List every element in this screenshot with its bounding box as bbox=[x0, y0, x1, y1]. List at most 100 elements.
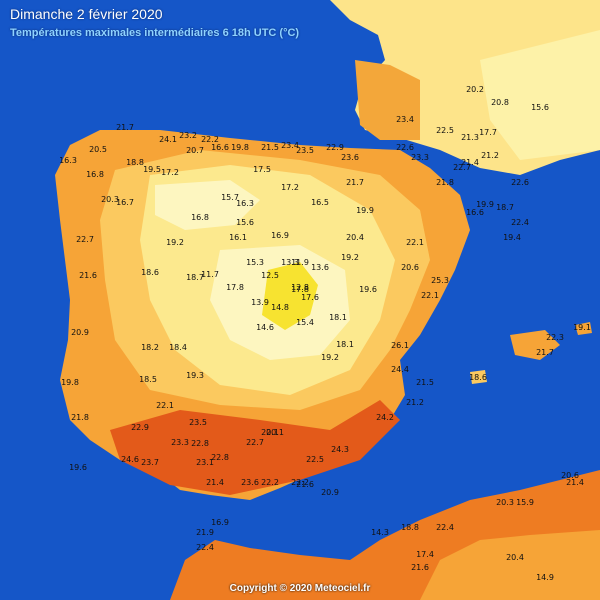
temperature-label: 16.3 bbox=[59, 156, 77, 165]
temperature-label: 24.3 bbox=[331, 445, 349, 454]
temperature-label: 23.3 bbox=[171, 438, 189, 447]
temperature-label: 18.4 bbox=[169, 343, 187, 352]
temperature-label: 18.5 bbox=[139, 375, 157, 384]
temperature-label: 23.6 bbox=[241, 478, 259, 487]
temperature-label: 22.1 bbox=[406, 238, 424, 247]
temperature-label: 20.2 bbox=[466, 85, 484, 94]
temperature-label: 16.9 bbox=[271, 231, 289, 240]
map-title: Dimanche 2 février 2020 bbox=[10, 6, 163, 22]
temperature-label: 20.6 bbox=[401, 263, 419, 272]
temperature-label: 13.9 bbox=[251, 298, 269, 307]
temperature-label: 17.2 bbox=[281, 183, 299, 192]
temperature-label: 17.8 bbox=[291, 285, 309, 294]
temperature-label: 21.3 bbox=[461, 133, 479, 142]
temperature-label: 21.6 bbox=[296, 480, 314, 489]
temperature-label: 23.7 bbox=[141, 458, 159, 467]
zone-20-22-africa bbox=[420, 530, 600, 600]
temperature-label: 14.6 bbox=[256, 323, 274, 332]
temperature-label: 19.2 bbox=[166, 238, 184, 247]
temperature-label: 20.3 bbox=[101, 195, 119, 204]
temperature-label: 14.8 bbox=[271, 303, 289, 312]
land-ibiza bbox=[470, 370, 487, 384]
temperature-label: 20.5 bbox=[89, 145, 107, 154]
temperature-label: 22.1 bbox=[156, 401, 174, 410]
temperature-label: 21.2 bbox=[406, 398, 424, 407]
temperature-label: 21.8 bbox=[71, 413, 89, 422]
temperature-label: 17.4 bbox=[416, 550, 434, 559]
temperature-label: 22.9 bbox=[326, 143, 344, 152]
temperature-label: 11.7 bbox=[201, 270, 219, 279]
temperature-label: 22.7 bbox=[246, 438, 264, 447]
temperature-label: 19.9 bbox=[476, 200, 494, 209]
temperature-label: 20.4 bbox=[346, 233, 364, 242]
temperature-label: 21.5 bbox=[416, 378, 434, 387]
temperature-label: 21.8 bbox=[436, 178, 454, 187]
temperature-label: 22.2 bbox=[291, 478, 309, 487]
temperature-label: 19.4 bbox=[503, 233, 521, 242]
temperature-label: 23.3 bbox=[411, 153, 429, 162]
temperature-label: 15.4 bbox=[296, 318, 314, 327]
temperature-label: 16.7 bbox=[116, 198, 134, 207]
temperature-label: 21.4 bbox=[461, 158, 479, 167]
zone-12-14 bbox=[262, 262, 318, 330]
temperature-label: 20.1 bbox=[261, 428, 279, 437]
temperature-label: 18.8 bbox=[126, 158, 144, 167]
temperature-label: 19.5 bbox=[143, 165, 161, 174]
temperature-label: 20.8 bbox=[491, 98, 509, 107]
temperature-label: 15.6 bbox=[531, 103, 549, 112]
temperature-label: 24.6 bbox=[121, 455, 139, 464]
temperature-label: 18.2 bbox=[141, 343, 159, 352]
land-france-west bbox=[355, 60, 420, 140]
temperature-label: 19.2 bbox=[341, 253, 359, 262]
temperature-label: 18.1 bbox=[329, 313, 347, 322]
temperature-label: 16.5 bbox=[311, 198, 329, 207]
temperature-label: 21.5 bbox=[261, 143, 279, 152]
temperature-label: 20.1 bbox=[266, 428, 284, 437]
temperature-label: 22.9 bbox=[131, 423, 149, 432]
temperature-label: 24.1 bbox=[159, 135, 177, 144]
temperature-label: 17.2 bbox=[161, 168, 179, 177]
temperature-label: 21.7 bbox=[346, 178, 364, 187]
temperature-label: 19.6 bbox=[359, 285, 377, 294]
temperature-label: 23.6 bbox=[341, 153, 359, 162]
temperature-label: 16.9 bbox=[211, 518, 229, 527]
temperature-label: 18.1 bbox=[336, 340, 354, 349]
temperature-label: 23.5 bbox=[189, 418, 207, 427]
temperature-label: 19.8 bbox=[61, 378, 79, 387]
temperature-label: 18.7 bbox=[186, 273, 204, 282]
copyright-notice: Copyright © 2020 Meteociel.fr bbox=[229, 583, 371, 594]
temperature-label: 22.7 bbox=[453, 163, 471, 172]
temperature-label: 26.1 bbox=[391, 341, 409, 350]
temperature-label: 18.7 bbox=[496, 203, 514, 212]
temperature-label: 19.3 bbox=[186, 371, 204, 380]
temperature-label: 23.5 bbox=[296, 146, 314, 155]
temperature-label: 12.8 bbox=[291, 283, 309, 292]
temperature-label: 19.6 bbox=[69, 463, 87, 472]
temperature-label: 19.8 bbox=[231, 143, 249, 152]
temperature-label: 23.4 bbox=[396, 115, 414, 124]
temperature-label: 22.5 bbox=[306, 455, 324, 464]
temperature-label: 17.5 bbox=[253, 165, 271, 174]
temperature-label: 21.9 bbox=[196, 528, 214, 537]
land-menorca bbox=[575, 322, 592, 335]
temperature-label: 22.4 bbox=[436, 523, 454, 532]
temperature-label: 23.2 bbox=[179, 131, 197, 140]
temperature-label: 22.7 bbox=[76, 235, 94, 244]
temperature-label: 15.6 bbox=[236, 218, 254, 227]
temperature-label: 19.1 bbox=[573, 323, 591, 332]
temperature-label: 16.8 bbox=[191, 213, 209, 222]
land-mallorca bbox=[510, 330, 560, 360]
zone-24-plus-south bbox=[110, 400, 400, 495]
temperature-labels: 23.224.1 22.220.7 19.8 21.5 23.423.5 22.923.6… bbox=[59, 85, 591, 582]
temperature-label: 25.3 bbox=[431, 276, 449, 285]
temperature-label: 19.9 bbox=[356, 206, 374, 215]
temperature-label: 20.4 bbox=[506, 553, 524, 562]
temperature-label: 22.6 bbox=[396, 143, 414, 152]
temperature-label: 20.9 bbox=[321, 488, 339, 497]
temperature-label: 15.7 bbox=[221, 193, 239, 202]
temperature-label: 21.7 bbox=[536, 348, 554, 357]
temperature-label: 17.7 bbox=[479, 128, 497, 137]
temperature-label: 19.2 bbox=[321, 353, 339, 362]
temperature-label: 18.8 bbox=[401, 523, 419, 532]
